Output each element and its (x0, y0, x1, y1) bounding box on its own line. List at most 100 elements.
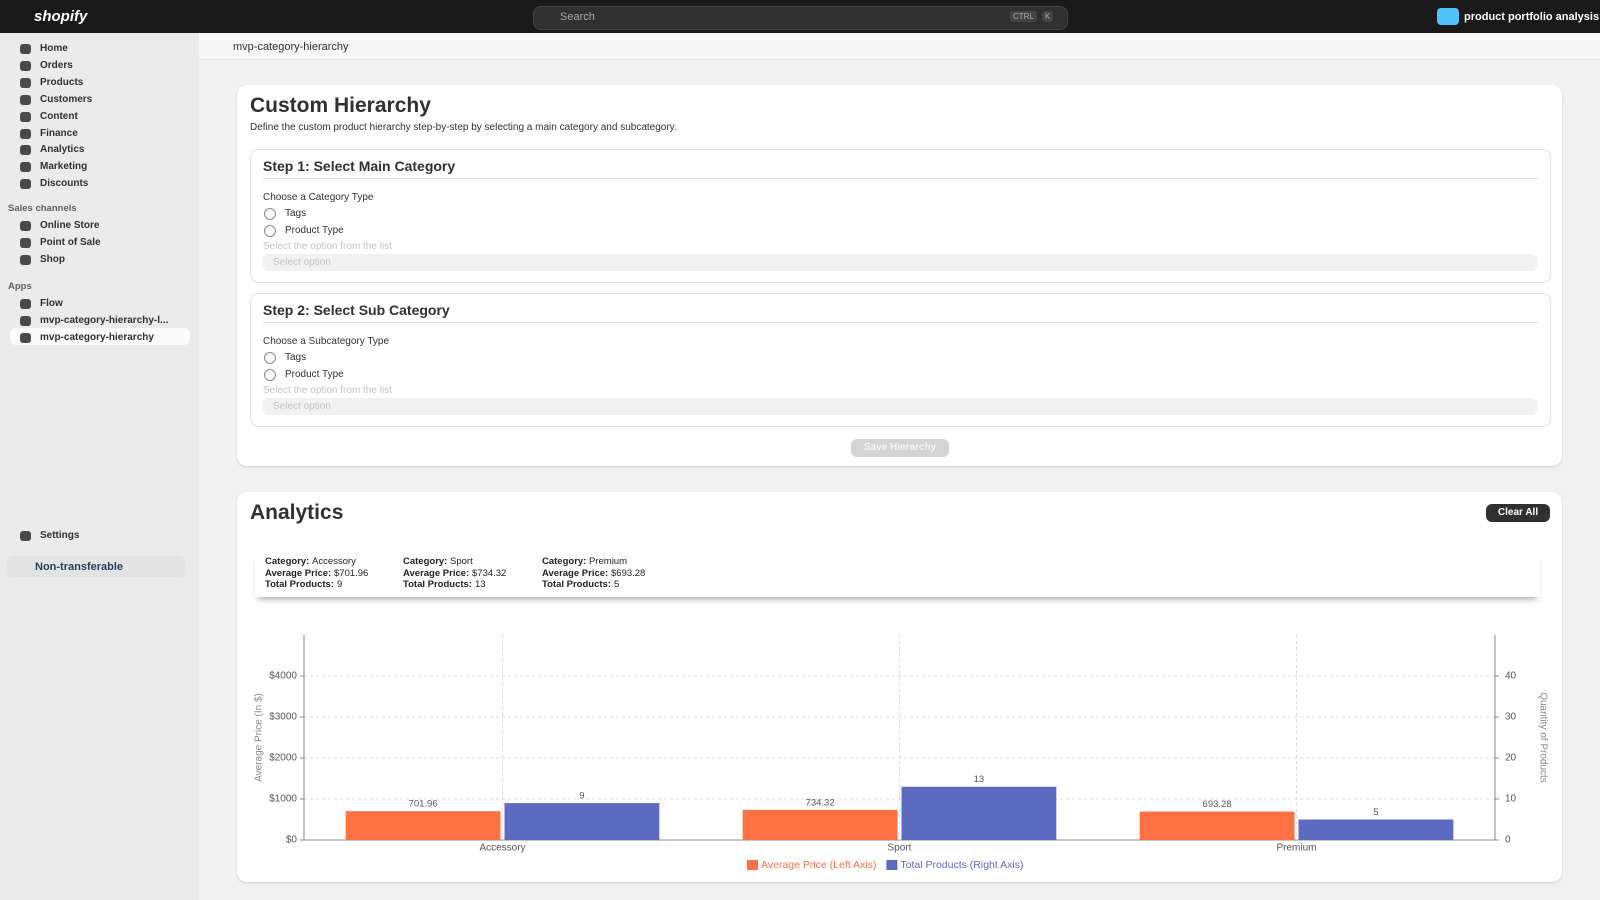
step-title: Step 2: Select Sub Category (263, 302, 450, 318)
page-title: mvp-category-hierarchy (233, 41, 349, 53)
bar (901, 786, 1057, 840)
y2-tick-label: 40 (1505, 671, 1517, 682)
section-title: Apps (8, 281, 32, 292)
summary-label: Total Products: (265, 579, 334, 590)
radio-label[interactable]: Tags (285, 352, 307, 363)
sidebar (0, 33, 199, 900)
radio[interactable] (264, 208, 276, 220)
data-label: 734.32 (806, 797, 835, 808)
logo[interactable]: shopify (34, 8, 88, 25)
legend-label: Total Products (Right Axis) (900, 859, 1023, 871)
data-label: 701.96 (409, 799, 438, 810)
select[interactable]: Select option (263, 254, 1537, 271)
nav-icon (20, 179, 31, 190)
nav-icon (20, 531, 31, 541)
summary-value: 5 (614, 579, 620, 590)
summary-label: Category: (542, 556, 587, 567)
radio[interactable] (264, 369, 276, 381)
select[interactable]: Select option (263, 398, 1537, 415)
y2-tick-label: 0 (1505, 835, 1511, 846)
nav-icon (20, 162, 31, 173)
y2-tick-label: 20 (1505, 753, 1517, 764)
search[interactable] (533, 6, 1068, 30)
bar (1298, 819, 1454, 840)
nav-active (10, 328, 190, 345)
search-text: Search (560, 11, 595, 23)
summary-value: $701.96 (334, 567, 369, 579)
nav-icon (20, 145, 31, 156)
legend-label: Average Price (Left Axis) (761, 859, 876, 871)
divider (263, 322, 1538, 323)
y-tick-label: $3000 (269, 712, 297, 723)
data-label: 5 (1373, 807, 1378, 818)
bar (742, 809, 898, 840)
nav-item[interactable]: Marketing (40, 161, 88, 173)
summary-value: Premium (589, 556, 628, 567)
hint: Select the option from the list (263, 241, 392, 252)
nav-item[interactable]: Analytics (40, 144, 85, 156)
x-tick-label: Accessory (479, 843, 525, 854)
nav-item[interactable]: Shop (40, 253, 65, 265)
divider (263, 178, 1538, 179)
x-tick-label: Sport (888, 843, 912, 854)
summary-label: Average Price: (265, 567, 332, 579)
radio[interactable] (264, 352, 276, 364)
bar (1139, 811, 1295, 840)
nav-item[interactable]: mvp-category-hierarchy (40, 331, 154, 343)
nav-icon (20, 128, 31, 139)
nav-item[interactable]: Settings (40, 530, 80, 541)
summary-label: Category: (403, 556, 448, 567)
notice: Non-transferable (35, 561, 124, 573)
nav-item[interactable]: mvp-category-hierarchy-l... (40, 314, 169, 326)
nav-icon (20, 44, 31, 54)
clear-button[interactable]: Clear All (1486, 504, 1550, 522)
bar (345, 811, 501, 840)
store-name[interactable]: product portfolio analysis (1464, 11, 1600, 23)
radio[interactable] (264, 225, 276, 237)
radio-label[interactable]: Product Type (285, 369, 344, 380)
nav-item[interactable]: Home (40, 43, 68, 54)
radio-label[interactable]: Tags (285, 208, 307, 219)
summary-value: $734.32 (472, 567, 507, 579)
nav-item[interactable]: Products (40, 76, 84, 88)
chart: $0 $1000 $2000 $3000 $4000 0 10 20 30 40 Average P… (254, 635, 1548, 871)
heading: Custom Hierarchy (250, 94, 431, 117)
data-label: 9 (579, 791, 584, 802)
summary-value: Accessory (312, 556, 356, 567)
prompt: Choose a Category Type (263, 192, 374, 203)
summary-value: Sport (450, 556, 473, 567)
summary-label: Category: (265, 556, 310, 567)
nav-item[interactable]: Content (40, 110, 78, 122)
nav-icon (20, 299, 31, 309)
save-button[interactable]: Save Hierarchy (851, 439, 949, 457)
nav-item[interactable]: Point of Sale (40, 236, 101, 248)
description: Define the custom product hierarchy step… (250, 122, 677, 133)
nav-item[interactable]: Orders (40, 59, 73, 71)
shortcut: K (1042, 11, 1054, 22)
data-label: 13 (974, 774, 985, 785)
summary-label: Total Products: (403, 579, 472, 590)
nav-icon (20, 332, 31, 343)
step-box (250, 149, 1551, 283)
nav-icon (20, 315, 31, 326)
summary-label: Total Products: (542, 579, 611, 590)
y2-axis-title: Quantity of Products (1537, 692, 1548, 783)
nav-item[interactable]: Discounts (40, 178, 89, 190)
nav-icon (20, 60, 31, 71)
y-tick-label: $1000 (269, 794, 297, 805)
shortcut: CTRL (1010, 11, 1037, 22)
radio-label[interactable]: Product Type (285, 225, 344, 236)
y-tick-label: $0 (286, 835, 298, 846)
hint: Select the option from the list (263, 385, 392, 396)
nav-item[interactable]: Online Store (40, 220, 100, 231)
y2-tick-label: 10 (1505, 794, 1517, 805)
legend-swatch (886, 860, 898, 870)
summary-box (255, 551, 1540, 597)
nav-item[interactable]: Finance (40, 127, 78, 139)
nav-item[interactable]: Customers (40, 93, 93, 105)
nav-item[interactable]: Flow (40, 298, 63, 309)
store-badge[interactable] (1437, 8, 1459, 25)
nav-icon (20, 254, 31, 265)
summary-label: Average Price: (542, 567, 609, 579)
